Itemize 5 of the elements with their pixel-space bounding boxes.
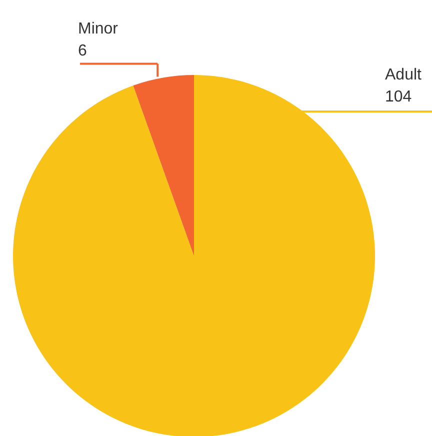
slice-label: Minor — [78, 20, 119, 38]
pie-slice — [133, 75, 194, 256]
data-label: 6 — [78, 42, 87, 60]
data-label: 104 — [385, 88, 412, 106]
slice-label: Adult — [385, 66, 422, 84]
